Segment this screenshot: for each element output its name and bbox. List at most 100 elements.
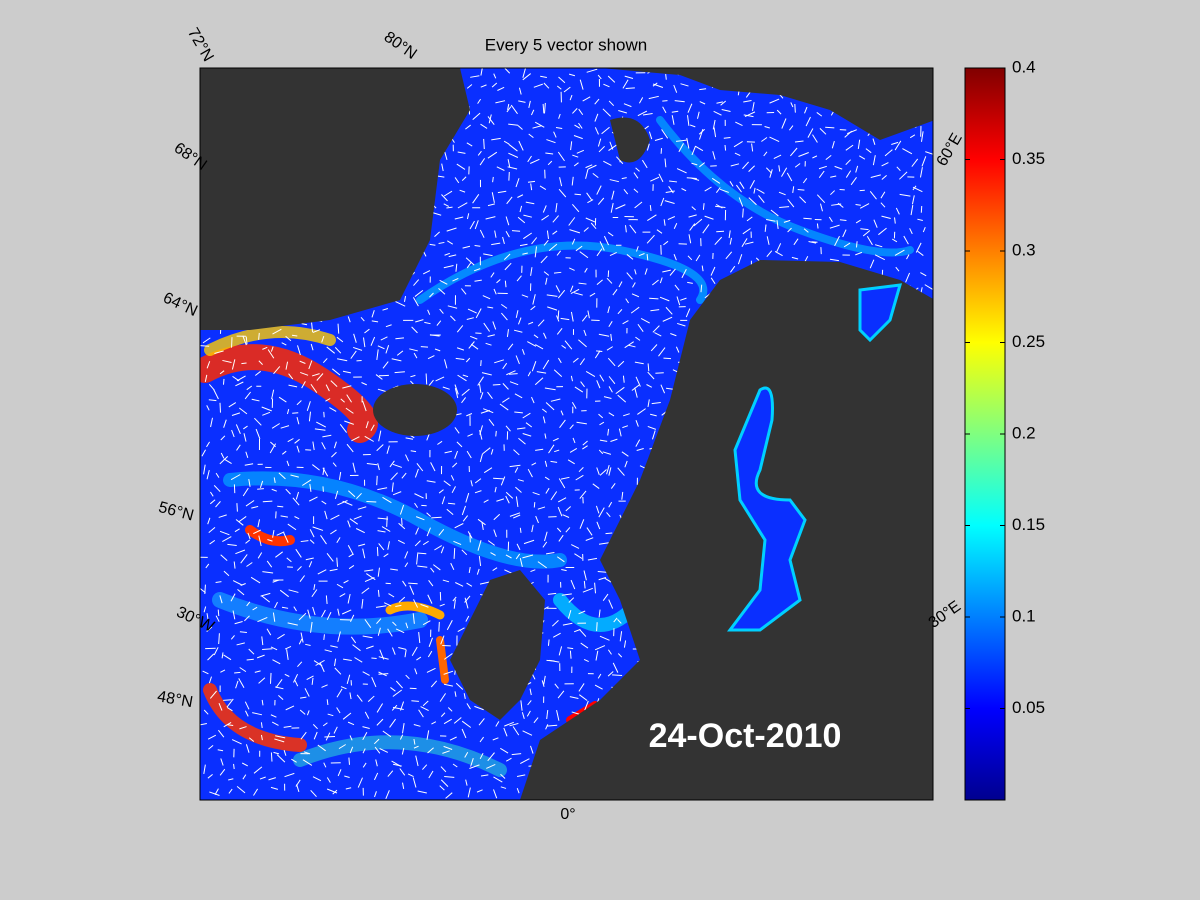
vector bbox=[528, 133, 534, 139]
vector bbox=[274, 601, 278, 609]
vector bbox=[608, 144, 618, 151]
vector bbox=[436, 320, 442, 326]
vector bbox=[687, 255, 693, 261]
vector bbox=[245, 744, 250, 753]
vector bbox=[321, 442, 326, 450]
vector bbox=[891, 141, 899, 145]
vector bbox=[608, 320, 613, 328]
vector bbox=[699, 88, 707, 91]
vector bbox=[661, 129, 669, 139]
vector bbox=[847, 129, 857, 135]
vector bbox=[531, 237, 538, 245]
vector bbox=[361, 587, 370, 594]
vector bbox=[365, 421, 369, 429]
vector bbox=[376, 444, 384, 452]
vector bbox=[353, 333, 357, 343]
vector bbox=[232, 580, 243, 586]
vector bbox=[516, 543, 521, 551]
vector bbox=[652, 325, 660, 333]
vector bbox=[603, 396, 612, 399]
vector bbox=[862, 230, 871, 237]
vector bbox=[681, 188, 687, 192]
vector bbox=[418, 632, 421, 644]
vector bbox=[309, 483, 312, 492]
vector bbox=[870, 174, 881, 178]
vector bbox=[574, 553, 583, 559]
vector bbox=[560, 476, 570, 480]
vector bbox=[310, 621, 313, 633]
vector bbox=[532, 294, 536, 305]
vector bbox=[716, 101, 723, 104]
vector bbox=[617, 394, 627, 403]
vector bbox=[226, 698, 234, 708]
vector bbox=[405, 454, 410, 462]
vector bbox=[855, 219, 861, 224]
vector bbox=[517, 216, 526, 224]
vector bbox=[325, 384, 330, 392]
vector bbox=[582, 587, 593, 593]
vector bbox=[881, 215, 891, 219]
vector bbox=[469, 533, 471, 543]
vector bbox=[623, 103, 632, 108]
vector bbox=[528, 321, 534, 325]
vector bbox=[713, 127, 717, 138]
vector bbox=[569, 285, 574, 292]
vector bbox=[521, 348, 525, 355]
vector bbox=[512, 726, 520, 736]
vector bbox=[363, 337, 366, 348]
vector bbox=[603, 160, 612, 166]
vector bbox=[451, 486, 456, 494]
vector bbox=[556, 327, 563, 335]
vector bbox=[207, 653, 215, 661]
vector bbox=[518, 87, 522, 95]
vector bbox=[633, 188, 639, 193]
vector bbox=[527, 700, 532, 706]
vector bbox=[317, 744, 326, 752]
vector bbox=[575, 474, 584, 481]
vector bbox=[401, 472, 407, 479]
vector bbox=[713, 110, 722, 116]
vector bbox=[688, 214, 697, 218]
vector bbox=[410, 374, 416, 378]
vector bbox=[667, 216, 676, 221]
vector bbox=[622, 79, 629, 89]
vector bbox=[534, 377, 544, 386]
map bbox=[200, 68, 933, 800]
vector bbox=[230, 474, 241, 481]
vector bbox=[487, 391, 493, 399]
vector bbox=[499, 403, 509, 411]
vector bbox=[353, 346, 363, 351]
vector bbox=[440, 635, 445, 645]
vector bbox=[362, 748, 366, 754]
vector bbox=[358, 543, 366, 547]
vector bbox=[322, 358, 328, 364]
vector bbox=[749, 180, 755, 189]
vector bbox=[617, 653, 623, 658]
vector bbox=[257, 552, 263, 559]
vector bbox=[337, 631, 341, 643]
vector bbox=[334, 490, 339, 500]
vector bbox=[766, 250, 773, 257]
vector bbox=[631, 293, 640, 298]
vector bbox=[517, 194, 524, 198]
vector bbox=[223, 570, 230, 577]
vector bbox=[597, 197, 605, 205]
vector bbox=[398, 522, 406, 530]
vector bbox=[392, 706, 404, 710]
vector bbox=[218, 729, 225, 738]
vector bbox=[350, 350, 357, 359]
vector bbox=[624, 460, 628, 468]
vector bbox=[302, 479, 312, 486]
vector bbox=[305, 557, 314, 561]
vector bbox=[640, 317, 650, 324]
vector bbox=[218, 703, 223, 711]
vector bbox=[474, 490, 482, 494]
vector bbox=[447, 707, 453, 712]
vector bbox=[492, 567, 498, 571]
vector bbox=[650, 176, 660, 182]
vector bbox=[202, 670, 209, 675]
vector bbox=[585, 537, 594, 541]
vector bbox=[479, 383, 482, 393]
vector bbox=[545, 724, 549, 730]
vector bbox=[605, 532, 613, 535]
